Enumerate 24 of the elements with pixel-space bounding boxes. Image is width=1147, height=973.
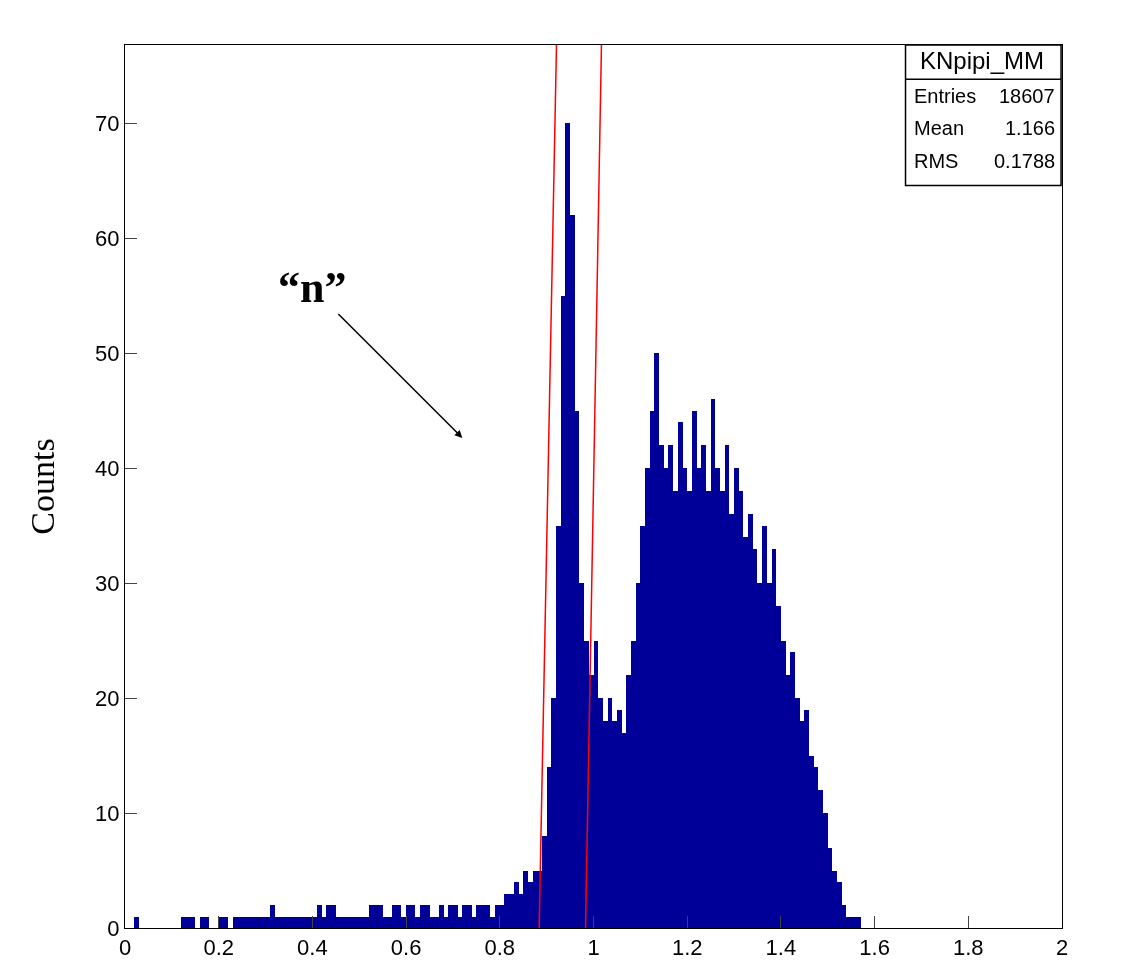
y-tick-label: 50 [95,340,120,366]
y-tick-label: 60 [95,225,120,251]
text: RMS 0.1788 [914,150,1056,172]
x-tick-label: 0.2 [203,935,234,961]
y-tick-label: 10 [95,800,120,826]
annotation: Entries 18607 [914,85,1055,107]
x-tick-label: 1.4 [765,935,797,961]
text: Mean 1.166 [914,117,1056,139]
y-tick-label: 40 [95,455,120,481]
annotation: KNpipi_MM [920,47,1045,74]
x-tick-label: 1.8 [953,935,984,961]
y-tick-label: 0 [107,915,120,941]
y-tick-label: 70 [95,110,120,136]
x-tick-label: 1.6 [859,935,890,961]
y-tick-label: 30 [95,570,120,596]
y-axis-title: Counts [23,438,61,535]
x-tick-label: 1 [587,935,600,961]
x-tick-label: 0.8 [484,935,516,961]
x-tick-label: 1.2 [671,935,703,961]
annotation: “n” [278,263,347,312]
x-tick-label: 2 [1055,935,1069,961]
x-tick-label: 0.6 [390,935,422,961]
x-tick-label: 0.4 [297,935,328,961]
y-tick-label: 20 [95,685,120,711]
